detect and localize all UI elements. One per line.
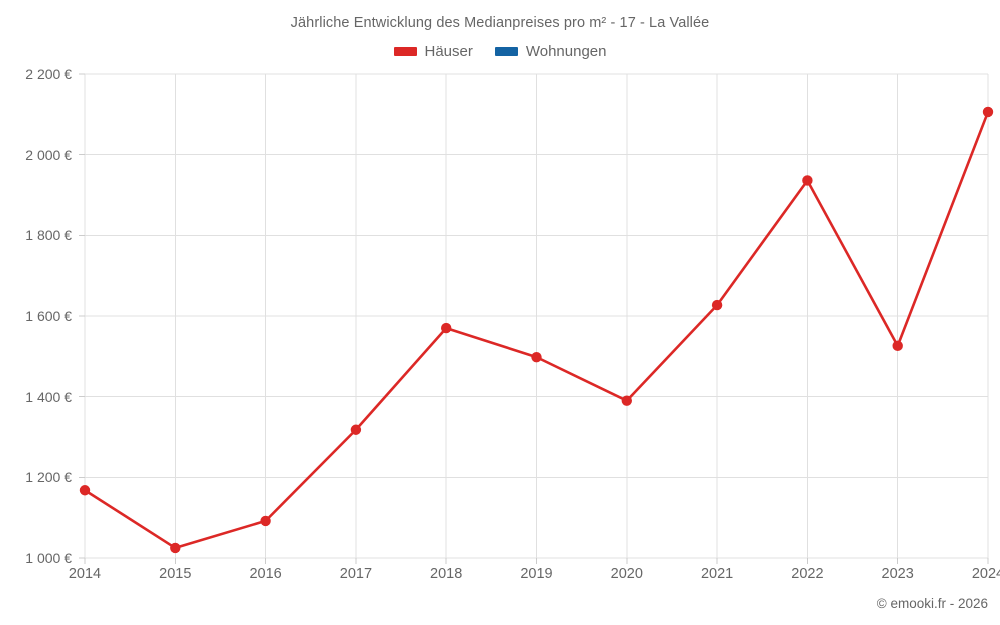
data-point[interactable] [621,395,632,406]
x-tick-label: 2016 [249,566,282,582]
data-point[interactable] [350,424,362,435]
y-tick-label: 1 600 € [25,308,72,324]
data-point[interactable] [170,542,181,554]
y-tick-label: 2 200 € [25,66,72,82]
data-point[interactable] [79,485,91,496]
legend-item-wohnungen[interactable]: Wohnungen [494,43,607,60]
x-tick-label: 2015 [159,566,192,582]
data-point[interactable] [802,175,813,186]
credit-text: © emooki.fr - 2026 [876,596,988,611]
x-tick-label: 2024 [971,566,1000,582]
x-tick-label: 2023 [881,566,914,582]
x-tick-label: 2017 [339,566,373,582]
x-tick-label: 2014 [68,566,102,582]
legend-item-haeuser[interactable]: Häuser [393,43,473,60]
x-tick-label: 2019 [520,566,553,582]
x-tick-label: 2018 [430,566,463,582]
x-tick-label: 2020 [610,566,643,582]
data-point[interactable] [892,340,903,352]
chart-legend: Häuser Wohnungen [0,44,1000,59]
legend-label-haeuser: Häuser [424,43,473,60]
x-tick-label: 2021 [700,566,734,582]
y-tick-label: 1 000 € [25,550,72,566]
data-point[interactable] [531,351,542,363]
axis-tick-marks [79,73,989,564]
y-tick-label: 2 000 € [25,146,72,163]
y-tick-label: 1 400 € [25,388,72,405]
data-point[interactable] [441,322,452,334]
y-tick-label: 1 800 € [25,227,72,244]
x-tick-label: 2022 [791,566,824,582]
series-points[interactable] [79,106,994,554]
data-point[interactable] [260,515,271,527]
legend-label-wohnungen: Wohnungen [525,43,607,60]
legend-swatch-haeuser [393,47,417,56]
data-point[interactable] [711,299,723,311]
data-point[interactable] [982,106,994,118]
chart-title: Jährliche Entwicklung des Medianpreises … [290,15,710,31]
y-tick-label: 1 200 € [25,469,72,486]
legend-swatch-wohnungen [494,47,518,56]
